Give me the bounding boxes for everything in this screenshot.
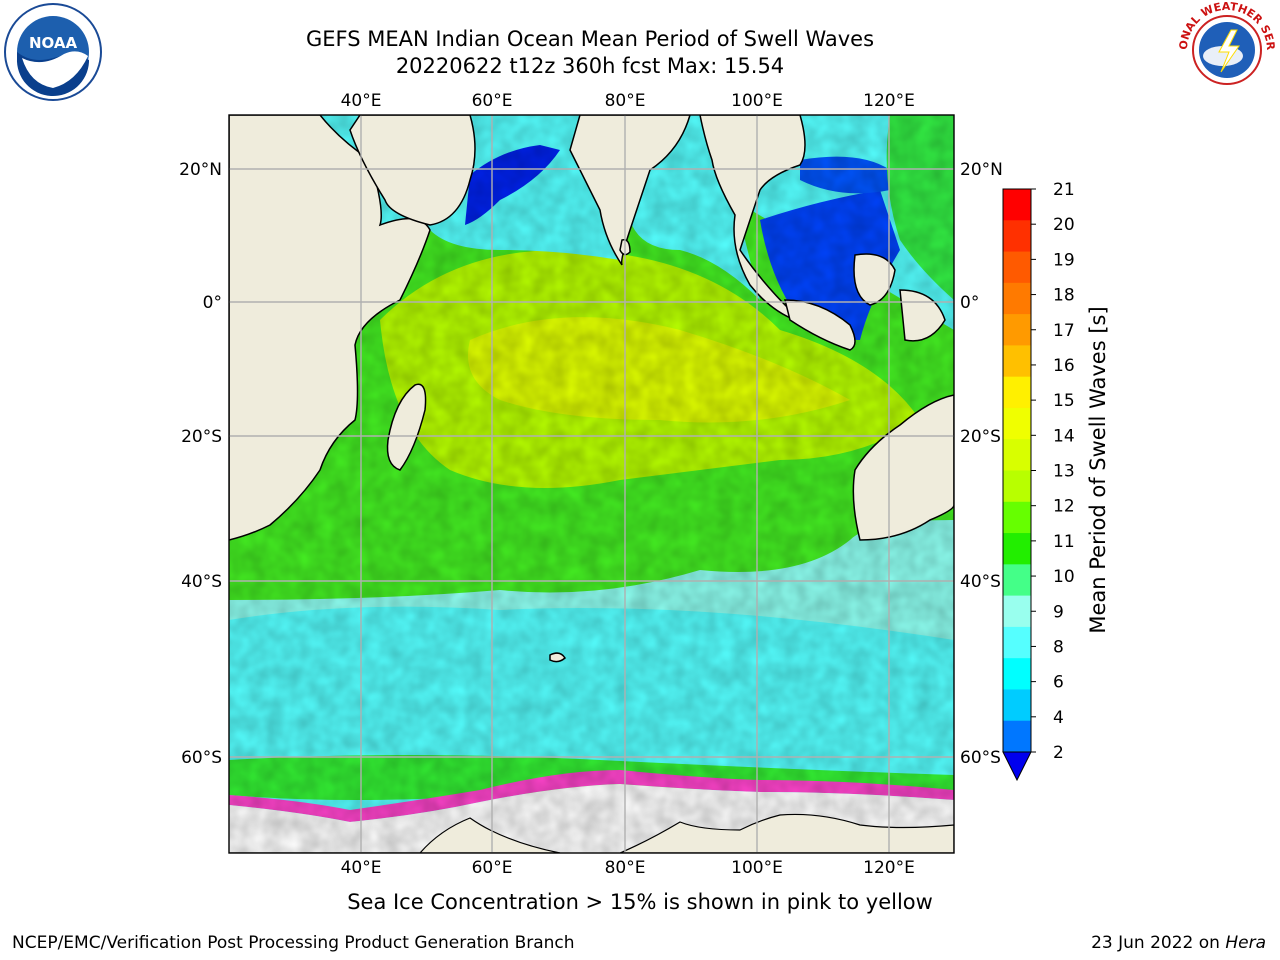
land-masses [229,115,954,663]
colorbar-tick-label: 15 [1053,391,1075,411]
lat-tick-right-1: 20°N [960,160,1003,180]
colorbar-swatch [1003,251,1031,284]
lon-tick-top-1: 40°E [341,91,382,111]
colorbar-tick-label: 6 [1053,673,1064,693]
lat-tick-left-3: 20°S [181,427,222,447]
colorbar-tick-label: 8 [1053,637,1064,657]
lat-tick-left-1: 20°N [179,160,222,180]
lon-tick-top-5: 120°E [863,91,915,111]
africa [229,115,431,541]
colorbar-swatch [1003,189,1031,221]
lat-tick-right-3: 20°S [960,427,1001,447]
colorbar: 21 20 19 18 17 16 15 14 13 12 11 10 9 8 6 4 2 [1002,180,1075,782]
lon-tick-bottom-3: 80°E [605,858,646,878]
colorbar-swatch [1003,658,1031,690]
footer-credit: NCEP/EMC/Verification Post Processing Pr… [12,933,575,953]
noaa-logo-text: NOAA [29,34,78,52]
lon-tick-bottom-2: 60°E [472,858,513,878]
nws-logo: NATIONAL WEATHER SERVICE [1175,0,1277,96]
footer-date: 23 Jun 2022 on Hera [1091,933,1266,953]
colorbar-swatch [1003,220,1031,253]
lon-tick-bottom-4: 100°E [731,858,783,878]
colorbar-extend-arrow [1002,751,1032,782]
map-title: GEFS MEAN Indian Ocean Mean Period of Sw… [305,27,875,51]
lat-tick-left-2: 0° [203,293,222,313]
colorbar-swatch [1003,501,1031,534]
colorbar-tick-label: 2 [1053,743,1064,763]
colorbar-swatch [1003,314,1031,346]
colorbar-tick-label: 17 [1053,321,1075,341]
colorbar-tick-label: 21 [1053,180,1075,200]
map-subtitle: 20220622 t12z 360h fcst Max: 15.54 [395,54,785,78]
colorbar-tick-label: 16 [1053,356,1075,376]
lat-tick-right-5: 60°S [960,748,1001,768]
map-canvas [229,115,954,853]
lat-tick-left-4: 40°S [181,572,222,592]
sumatra-java [784,299,856,351]
australia [852,394,954,541]
borneo [853,253,896,306]
colorbar-swatch [1003,595,1031,628]
colorbar-swatch [1003,626,1031,659]
colorbar-tick-label: 9 [1053,602,1064,622]
lat-tick-right-4: 40°S [960,572,1001,592]
footer-date-text: 23 Jun 2022 on [1091,933,1226,953]
colorbar-tick-label: 18 [1053,286,1075,306]
lon-tick-top-4: 100°E [731,91,783,111]
colorbar-swatch [1003,407,1031,440]
arabia [349,115,476,226]
madagascar [386,383,427,471]
antarctica [229,813,954,853]
lon-tick-bottom-1: 40°E [341,858,382,878]
kerguelen-island [549,652,566,663]
colorbar-tick-label: 14 [1053,426,1075,446]
colorbar-label: Mean Period of Swell Waves [s] [1086,306,1110,634]
colorbar-swatch [1003,345,1031,378]
lon-tick-top-3: 80°E [605,91,646,111]
colorbar-swatch [1003,564,1031,597]
map-gridlines [229,115,954,853]
colorbar-swatch [1003,376,1031,409]
colorbar-swatch [1003,720,1031,753]
axis-labels: 40°E 60°E 80°E 100°E 120°E 40°E 60°E 80°… [179,91,1003,878]
colorbar-tick-label: 4 [1053,708,1064,728]
colorbar-tick-label: 10 [1053,567,1075,587]
colorbar-tick-label: 12 [1053,497,1075,517]
colorbar-tick-label: 19 [1053,250,1075,270]
colorbar-tick-label: 20 [1053,215,1075,235]
colorbar-tick-label: 13 [1053,462,1075,482]
map-frame [228,114,955,854]
colorbar-swatch [1003,470,1031,503]
lon-tick-top-2: 60°E [472,91,513,111]
colorbar-swatch [1003,439,1031,471]
noaa-logo: NOAA [4,3,102,101]
colorbar-swatch [1003,533,1031,565]
lat-tick-right-2: 0° [960,293,979,313]
colorbar-tick-label: 11 [1053,532,1075,552]
lat-tick-left-5: 60°S [181,748,222,768]
footer-machine: Hera [1225,933,1266,953]
sea-ice-caption: Sea Ice Concentration > 15% is shown in … [347,890,933,914]
colorbar-swatch [1003,282,1031,315]
colorbar-swatch [1003,689,1031,722]
lon-tick-bottom-5: 120°E [863,858,915,878]
